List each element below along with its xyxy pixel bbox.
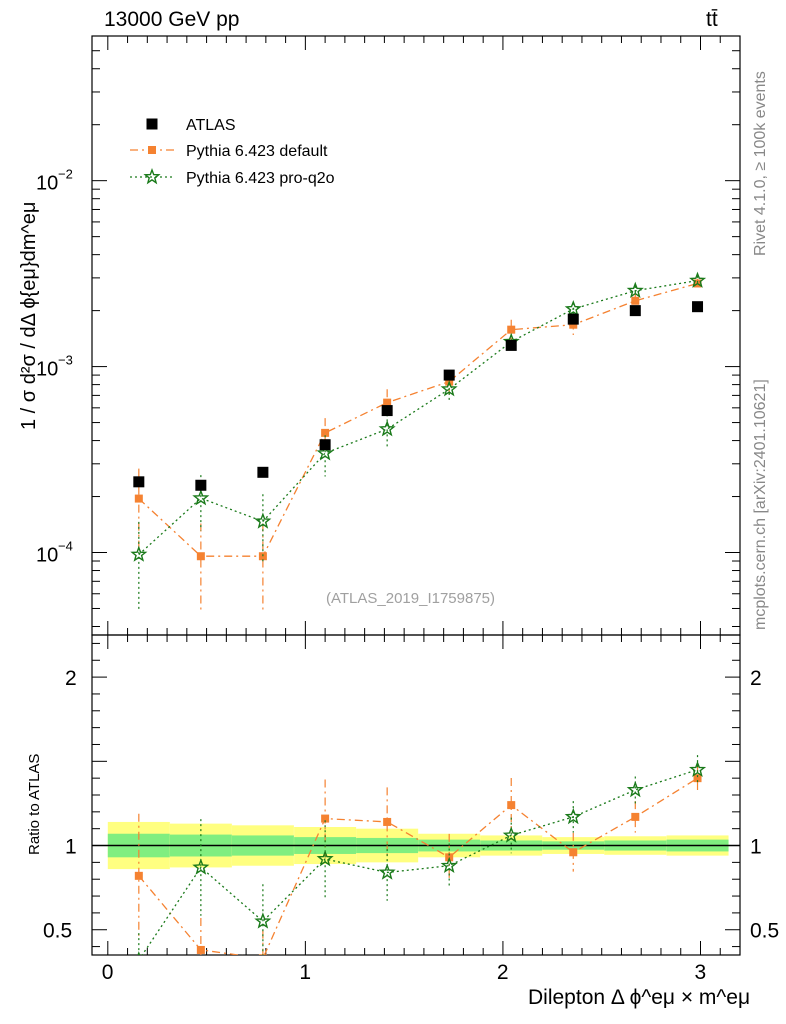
y-tick-exponent: −2 [58, 167, 73, 182]
marker-star [192, 858, 210, 875]
ratio-y-axis-label: Ratio to ATLAS [26, 753, 43, 855]
ratio-line [138, 777, 698, 955]
ratio-series-star [137, 755, 707, 955]
y-tick-exponent: −3 [58, 353, 73, 368]
legend-label: Pythia 6.423 default [186, 143, 328, 160]
series-star [130, 271, 707, 611]
marker-star [564, 300, 582, 317]
marker-square [629, 305, 641, 317]
marker-square [507, 801, 516, 810]
marker-star [689, 271, 707, 288]
y-tick-exponent: −4 [58, 539, 73, 554]
marker-star [626, 780, 644, 798]
marker-square [692, 301, 704, 313]
marker-square [196, 552, 205, 561]
marker-square [195, 479, 207, 491]
marker-square [631, 296, 640, 305]
y-axis-label: 1 / σ d²σ / dΔ ϕ{eμ}dm^eμ [18, 201, 40, 430]
x-axis-label: Dilepton Δ ϕ^eμ × m^eμ [528, 986, 751, 1009]
marker-star [378, 863, 396, 880]
ratio-tick-label-right: 1 [750, 836, 762, 859]
marker-star [143, 167, 161, 185]
marker-star [316, 444, 334, 461]
marker-star [502, 826, 520, 843]
ratio-frame [91, 634, 741, 956]
y-tick-label: 10 [36, 359, 58, 381]
marker-square [319, 439, 331, 451]
analysis-tag: (ATLAS_2019_I1759875) [326, 590, 496, 607]
marker-square [569, 848, 578, 857]
mcplots-label: mcplots.cern.ch [arXiv:2401.10621] [752, 379, 769, 630]
marker-square [567, 313, 579, 325]
marker-square [257, 466, 269, 478]
marker-square [134, 871, 143, 880]
x-tick-label: 0 [102, 961, 114, 984]
series-square [134, 278, 702, 613]
ratio-tick-label: 0.5 [43, 920, 72, 943]
marker-star [440, 380, 458, 397]
marker-star [564, 807, 582, 825]
x-tick-label: 3 [694, 961, 706, 984]
marker-square [381, 405, 393, 417]
marker-square [321, 428, 330, 437]
ratio-tick-label-right: 2 [750, 667, 762, 690]
ratio-line [141, 769, 698, 955]
marker-star [626, 281, 644, 299]
marker-star [688, 760, 707, 778]
marker-square [321, 814, 330, 823]
marker-square [631, 812, 640, 821]
rivet-label: Rivet 4.1.0, ≥ 100k events [752, 71, 769, 256]
marker-star [192, 489, 210, 506]
ratio-tick-label: 2 [65, 667, 77, 690]
marker-star [254, 512, 272, 529]
x-tick-label: 2 [497, 961, 509, 984]
ratio-tick-label: 1 [65, 836, 77, 859]
marker-square [196, 945, 205, 954]
energy-label: 13000 GeV pp [104, 8, 240, 31]
x-tick-label: 1 [299, 961, 311, 984]
marker-square [133, 476, 145, 488]
marker-square [693, 774, 702, 783]
marker-square [134, 494, 143, 503]
marker-square [148, 146, 156, 154]
y-tick-label: 10 [36, 545, 58, 567]
marker-star [130, 545, 148, 562]
y-tick-label: 10 [36, 173, 58, 195]
legend-label: ATLAS [186, 117, 236, 134]
marker-square [443, 369, 455, 381]
process-label: tt̄ [706, 8, 718, 31]
marker-square [507, 325, 516, 334]
series-atlas [133, 301, 704, 491]
marker-star [316, 850, 334, 867]
marker-star [378, 420, 396, 437]
marker-square [505, 339, 517, 351]
ratio-tick-label-right: 0.5 [750, 920, 779, 943]
series-line [138, 279, 698, 556]
marker-square [383, 398, 392, 407]
marker-star [254, 912, 272, 929]
series-line [138, 282, 698, 557]
legend-label: Pythia 6.423 pro-q2o [186, 170, 335, 187]
marker-star [440, 856, 458, 874]
marker-square [569, 320, 578, 329]
marker-square [383, 817, 392, 826]
marker-square [146, 118, 158, 130]
